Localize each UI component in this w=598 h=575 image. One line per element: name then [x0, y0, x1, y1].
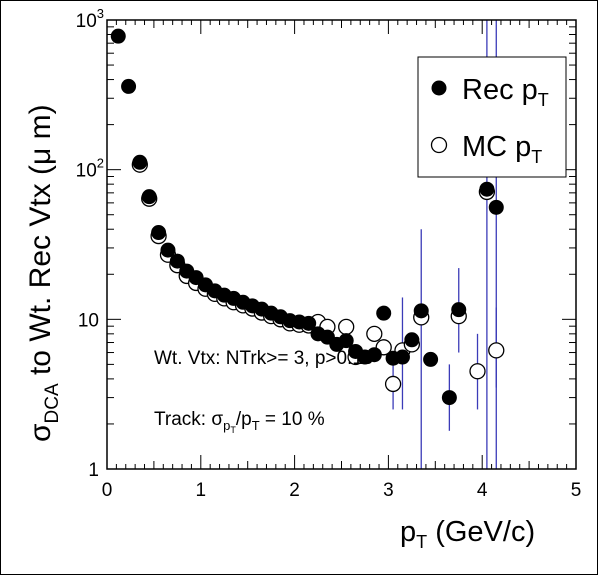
- x-tick-label: 1: [196, 480, 207, 501]
- x-tick-label: 2: [289, 480, 300, 501]
- y-tick-labels: 1 10 102 103: [76, 6, 104, 481]
- mc-point: [488, 342, 505, 359]
- rec-point: [338, 333, 354, 349]
- data-markers: [110, 28, 505, 406]
- y-axis-label: σDCA to Wt. Rec Vtx (μ m): [24, 104, 63, 442]
- rec-point: [121, 78, 137, 94]
- rec-point: [301, 315, 317, 331]
- rec-point: [169, 253, 185, 269]
- x-tick-label: 3: [383, 480, 394, 501]
- y-tick-label: 1: [88, 460, 99, 481]
- x-tick-labels: 0 1 2 3 4 5: [102, 480, 582, 501]
- legend-marker-rec: [431, 80, 447, 96]
- y-tick-label: 103: [76, 6, 104, 32]
- x-tick-label: 4: [477, 480, 488, 501]
- mc-point: [384, 375, 402, 393]
- y-tick-label: 10: [78, 310, 99, 331]
- mc-point: [338, 318, 355, 336]
- legend-box: [417, 56, 567, 178]
- rec-point: [110, 28, 126, 44]
- rec-point: [413, 303, 429, 319]
- x-tick-label: 0: [102, 480, 113, 501]
- legend: Rec pT MC pT: [417, 56, 567, 178]
- rec-point: [376, 305, 392, 321]
- rec-point: [366, 347, 382, 363]
- rec-point: [404, 332, 420, 348]
- x-tick-label: 5: [571, 480, 582, 501]
- rec-point: [423, 351, 439, 367]
- rec-point: [488, 199, 504, 215]
- mc-point: [366, 325, 383, 342]
- legend-label-mc: MC pT: [462, 131, 542, 167]
- legend-marker-mc: [430, 136, 448, 154]
- rec-point: [394, 349, 410, 365]
- rec-point: [441, 390, 457, 406]
- y-tick-label: 102: [76, 156, 104, 182]
- rec-point: [160, 242, 176, 258]
- rec-point: [151, 225, 167, 241]
- axis-ticks: [106, 20, 577, 470]
- annotation-track: Track: σpT/pT = 10 %: [154, 409, 325, 435]
- x-axis-label: pT (GeV/c): [400, 516, 535, 552]
- rec-point: [132, 154, 148, 170]
- legend-label-rec: Rec pT: [462, 74, 549, 110]
- rec-point: [141, 189, 157, 205]
- rec-point: [479, 181, 495, 197]
- mc-point: [469, 363, 486, 380]
- annotation-vertex: Wt. Vtx: NTrk>= 3, p>0.10: [154, 348, 373, 369]
- rec-point: [451, 302, 467, 318]
